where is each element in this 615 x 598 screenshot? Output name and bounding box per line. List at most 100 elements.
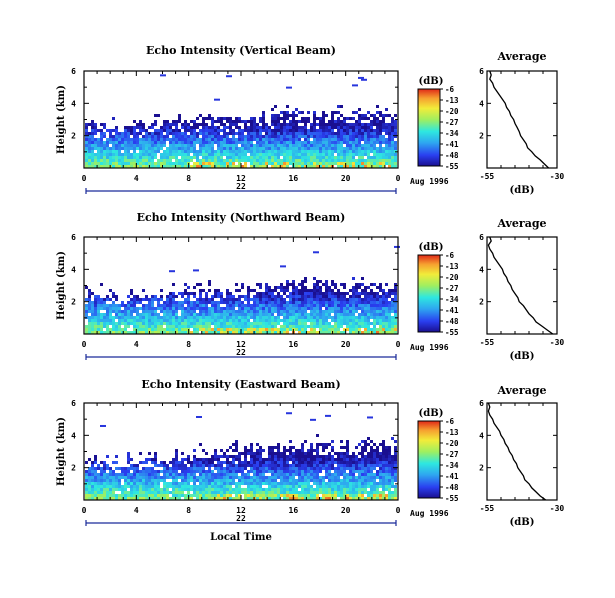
heatmap-cell [142,322,145,325]
heatmap-cell [88,141,91,144]
heatmap-cell [235,449,238,452]
heatmap-cell [196,150,199,153]
heatmap-cell [238,331,241,334]
heatmap-cell [265,292,268,295]
heatmap-cell [265,283,268,286]
heatmap-cell [241,479,244,482]
heatmap-cell [334,150,337,153]
heatmap-cell [235,485,238,488]
heatmap-cell [238,325,241,328]
heatmap-cell [193,485,196,488]
heatmap-cell [196,467,199,470]
heatmap-cell [256,476,259,479]
heatmap-cell [265,488,268,491]
heatmap-cell [256,147,259,150]
heatmap-cell [391,135,394,138]
heatmap-cell [289,292,292,295]
heatmap-cell [196,313,199,316]
heatmap-cell [280,150,283,153]
heatmap-cell [373,322,376,325]
heatmap-cell [121,153,124,156]
heatmap-cell [271,144,274,147]
heatmap-cell [334,482,337,485]
heatmap-cell [91,316,94,319]
heatmap-cell [265,464,268,467]
heatmap-cell [268,313,271,316]
heatmap-cell [130,126,133,129]
heatmap-cell [334,310,337,313]
heatmap-cell [193,144,196,147]
heatmap-cell [334,497,337,500]
heatmap-cell [319,443,322,446]
heatmap-cell [328,452,331,455]
heatmap-cell [109,141,112,144]
heatmap-cell [271,328,274,331]
heatmap-cell [367,416,373,419]
heatmap-cell [196,322,199,325]
heatmap-cell [148,159,151,162]
heatmap-cell [325,132,328,135]
heatmap-cell [229,455,232,458]
heatmap-cell [187,150,190,153]
heatmap-cell [376,458,379,461]
heatmap-cell [271,298,274,301]
heatmap-cell [163,144,166,147]
heatmap-cell [265,461,268,464]
heatmap-cell [328,310,331,313]
heatmap-cell [337,485,340,488]
heatmap-cell [109,298,112,301]
heatmap-cell [247,310,250,313]
heatmap-cell [340,491,343,494]
heatmap-cell [160,479,163,482]
heatmap-cell [313,277,316,280]
heatmap-cell [250,135,253,138]
heatmap-cell [88,488,91,491]
heatmap-cell [379,461,382,464]
heatmap-cell [370,458,373,461]
heatmap-cell [103,298,106,301]
heatmap-cell [286,162,289,165]
heatmap-cell [244,129,247,132]
heatmap-cell [268,307,271,310]
heatmap-cell [184,485,187,488]
heatmap-cell [223,491,226,494]
heatmap-cell [286,147,289,150]
heatmap-cell [367,144,370,147]
heatmap-cell [382,470,385,473]
heatmap-cell [331,455,334,458]
heatmap-cell [256,452,259,455]
heatmap-cell [277,295,280,298]
y-axis-label: Height (km) [56,417,67,486]
heatmap-cell [340,126,343,129]
heatmap-cell [361,331,364,334]
heatmap-cell [193,307,196,310]
heatmap-cell [268,156,271,159]
heatmap-cell [310,328,313,331]
heatmap-cell [130,298,133,301]
heatmap-cell [202,331,205,334]
heatmap-cell [154,141,157,144]
heatmap-cell [331,319,334,322]
heatmap-cell [148,482,151,485]
heatmap-cell [355,485,358,488]
heatmap-cell [247,132,250,135]
heatmap-cell [352,497,355,500]
heatmap-cell [217,129,220,132]
heatmap-cell [379,114,382,117]
heatmap-cell [277,485,280,488]
heatmap-cell [133,129,136,132]
heatmap-cell [361,117,364,120]
heatmap-cell [259,473,262,476]
heatmap-cell [214,150,217,153]
heatmap-cell [88,467,91,470]
heatmap-cell [271,452,274,455]
heatmap-cell [343,156,346,159]
y-tick-label: 4 [71,99,76,108]
heatmap-cell [364,292,367,295]
heatmap-cell [169,482,172,485]
heatmap-cell [295,141,298,144]
heatmap-cell [313,307,316,310]
heatmap-cell [301,129,304,132]
heatmap-cell [163,123,166,126]
heatmap-cell [391,117,394,120]
